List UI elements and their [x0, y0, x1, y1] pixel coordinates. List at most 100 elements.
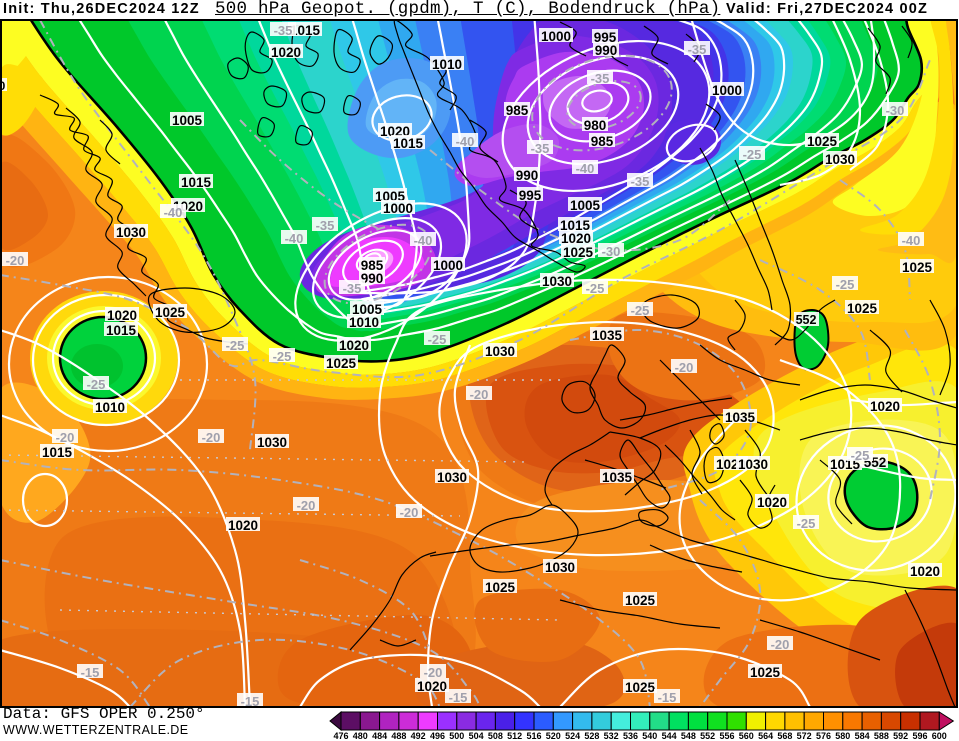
svg-text:496: 496 — [430, 731, 445, 741]
svg-text:-35: -35 — [274, 23, 293, 38]
svg-text:1025: 1025 — [625, 593, 656, 608]
svg-text:1030: 1030 — [485, 344, 515, 359]
svg-text:980: 980 — [584, 118, 607, 133]
svg-text:556: 556 — [719, 731, 734, 741]
svg-text:-25: -25 — [836, 277, 855, 292]
svg-text:1015: 1015 — [393, 136, 424, 151]
svg-text:1000: 1000 — [712, 83, 742, 98]
svg-text:1005: 1005 — [172, 113, 203, 128]
svg-text:580: 580 — [835, 731, 850, 741]
svg-text:990: 990 — [516, 168, 539, 183]
svg-text:-25: -25 — [273, 349, 292, 364]
svg-text:1020: 1020 — [757, 495, 787, 510]
svg-text:985: 985 — [361, 258, 384, 273]
svg-text:1025: 1025 — [847, 301, 878, 316]
svg-text:600: 600 — [932, 731, 947, 741]
svg-text:985: 985 — [506, 103, 529, 118]
svg-text:-30: -30 — [886, 103, 905, 118]
svg-text:552: 552 — [796, 313, 817, 327]
svg-text:1025: 1025 — [625, 680, 656, 695]
svg-text:492: 492 — [411, 731, 426, 741]
svg-text:1010: 1010 — [95, 400, 125, 415]
svg-text:985: 985 — [591, 134, 614, 149]
svg-text:528: 528 — [584, 731, 599, 741]
svg-text:-35: -35 — [688, 42, 707, 57]
svg-text:-20: -20 — [400, 505, 419, 520]
svg-text:1030: 1030 — [257, 435, 287, 450]
svg-text:1025: 1025 — [563, 245, 594, 260]
svg-text:-25: -25 — [743, 147, 762, 162]
svg-text:1035: 1035 — [602, 470, 633, 485]
svg-text:-25: -25 — [631, 303, 650, 318]
svg-text:584: 584 — [855, 731, 870, 741]
svg-text:995: 995 — [594, 30, 617, 45]
svg-text:516: 516 — [526, 731, 541, 741]
svg-text:-30: -30 — [602, 244, 621, 259]
svg-text:1035: 1035 — [725, 410, 756, 425]
svg-text:-20: -20 — [424, 665, 443, 680]
svg-text:1030: 1030 — [825, 152, 855, 167]
svg-text:1020: 1020 — [228, 518, 258, 533]
svg-text:536: 536 — [623, 731, 638, 741]
svg-text:0: 0 — [0, 79, 6, 93]
svg-text:1015: 1015 — [106, 323, 137, 338]
svg-text:-20: -20 — [771, 637, 790, 652]
svg-text:-15: -15 — [241, 694, 260, 709]
svg-text:540: 540 — [642, 731, 657, 741]
svg-text:1030: 1030 — [542, 274, 572, 289]
svg-text:520: 520 — [546, 731, 561, 741]
svg-text:1010: 1010 — [349, 315, 379, 330]
svg-text:-35: -35 — [631, 174, 650, 189]
svg-text:1015: 1015 — [42, 445, 73, 460]
svg-text:1030: 1030 — [116, 225, 146, 240]
svg-text:-40: -40 — [576, 161, 595, 176]
svg-text:1020: 1020 — [107, 308, 137, 323]
svg-text:1025: 1025 — [807, 134, 838, 149]
svg-text:544: 544 — [662, 731, 677, 741]
svg-text:-35: -35 — [343, 281, 362, 296]
svg-text:480: 480 — [353, 731, 368, 741]
svg-text:1030: 1030 — [545, 560, 575, 575]
svg-text:1000: 1000 — [383, 201, 413, 216]
svg-text:588: 588 — [874, 731, 889, 741]
svg-text:990: 990 — [361, 271, 384, 286]
svg-text:-40: -40 — [456, 134, 475, 149]
svg-text:1015: 1015 — [290, 23, 321, 38]
svg-text:-20: -20 — [297, 498, 316, 513]
svg-text:-15: -15 — [449, 690, 468, 705]
svg-text:-40: -40 — [285, 231, 304, 246]
svg-text:-20: -20 — [202, 430, 221, 445]
svg-text:1020: 1020 — [339, 338, 369, 353]
svg-text:-20: -20 — [56, 430, 75, 445]
svg-text:1020: 1020 — [417, 679, 447, 694]
svg-text:1005: 1005 — [570, 198, 601, 213]
svg-text:1025: 1025 — [485, 580, 516, 595]
svg-text:1025: 1025 — [902, 260, 933, 275]
svg-text:568: 568 — [777, 731, 792, 741]
svg-text:1020: 1020 — [910, 564, 940, 579]
svg-text:512: 512 — [507, 731, 522, 741]
svg-text:576: 576 — [816, 731, 831, 741]
svg-text:1030: 1030 — [738, 457, 768, 472]
svg-text:560: 560 — [739, 731, 754, 741]
svg-text:592: 592 — [893, 731, 908, 741]
svg-text:-25: -25 — [851, 448, 870, 463]
svg-text:1020: 1020 — [271, 45, 301, 60]
svg-text:484: 484 — [372, 731, 387, 741]
svg-text:-25: -25 — [586, 281, 605, 296]
svg-text:-35: -35 — [316, 218, 335, 233]
svg-text:1000: 1000 — [541, 29, 571, 44]
svg-text:-20: -20 — [675, 360, 694, 375]
svg-text:-20: -20 — [6, 253, 25, 268]
svg-text:1000: 1000 — [433, 258, 463, 273]
svg-text:-20: -20 — [470, 387, 489, 402]
svg-text:-40: -40 — [164, 205, 183, 220]
svg-text:1035: 1035 — [592, 328, 623, 343]
svg-text:1030: 1030 — [437, 470, 467, 485]
svg-text:1005: 1005 — [352, 302, 383, 317]
svg-text:-15: -15 — [81, 665, 100, 680]
svg-text:500: 500 — [449, 731, 464, 741]
svg-text:1015: 1015 — [181, 175, 212, 190]
svg-text:1025: 1025 — [155, 305, 186, 320]
svg-text:552: 552 — [700, 731, 715, 741]
